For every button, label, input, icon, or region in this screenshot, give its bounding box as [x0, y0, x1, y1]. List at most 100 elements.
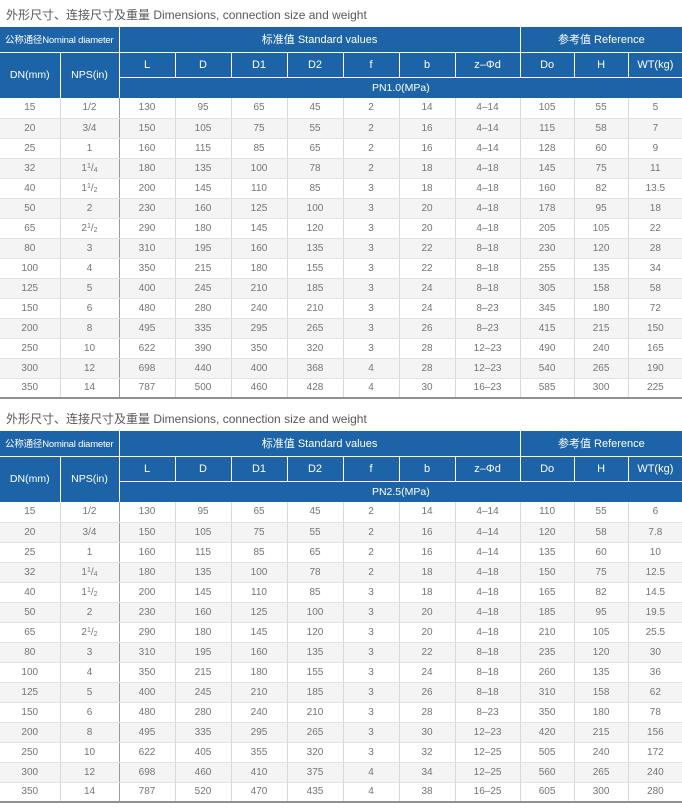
- table-cell: 4: [343, 762, 400, 783]
- table-cell: 240: [628, 762, 682, 783]
- table-cell: 120: [287, 218, 344, 239]
- table-cell: 160: [175, 198, 232, 219]
- table-cell: 698: [119, 762, 176, 783]
- table-cell: 160: [231, 642, 288, 663]
- table-cell: 230: [520, 238, 575, 259]
- table-cell: 3: [343, 622, 400, 643]
- table-header: 公称通径Nominal diameter 标准值 Standard values…: [0, 431, 682, 502]
- table-cell: 440: [175, 358, 232, 379]
- table-cell: 16: [399, 138, 456, 159]
- table-cell: 787: [119, 782, 176, 803]
- table-cell: 150: [0, 702, 61, 723]
- table-cell: 355: [231, 742, 288, 763]
- header-col-nps: NPS(in): [60, 456, 120, 502]
- table-cell: 150: [119, 118, 176, 139]
- table-cell: 160: [520, 178, 575, 199]
- header-reference-group: 参考值 Reference: [520, 431, 682, 457]
- table-cell: 4: [343, 358, 400, 379]
- table-cell: 2: [343, 138, 400, 159]
- table-cell: 8: [60, 722, 120, 743]
- table-row: 65 21/2 290 180 145 120 3 20 4–18 205 105 22: [0, 218, 682, 239]
- table-cell: 135: [574, 258, 629, 279]
- table-cell: 435: [287, 782, 344, 803]
- table-row: 200 8 495 335 295 265 3 26 8–23 415 215 150: [0, 318, 682, 339]
- dimensions-table-pn25: 公称通径Nominal diameter 标准值 Standard values…: [0, 431, 682, 803]
- table-cell: 120: [287, 622, 344, 643]
- table-cell: 28: [399, 338, 456, 359]
- table-cell: 1: [60, 138, 120, 159]
- table-cell: 115: [175, 542, 232, 563]
- table-cell: 110: [520, 502, 575, 523]
- table-cell: 3: [343, 178, 400, 199]
- table-cell: 4–14: [455, 522, 521, 543]
- header-col-d1: D1: [231, 52, 288, 78]
- table-cell: 38: [399, 782, 456, 803]
- table-cell: 4–18: [455, 198, 521, 219]
- table-cell: 95: [574, 602, 629, 623]
- table-cell: 25: [0, 542, 61, 563]
- table-body: 15 1/2 130 95 65 45 2 14 4–14 105 55 5 20 3/4 150 105 75…: [0, 98, 682, 399]
- table-cell: 300: [0, 762, 61, 783]
- table-cell: 415: [520, 318, 575, 339]
- header-col-d2: D2: [287, 456, 344, 482]
- table-cell: 145: [520, 158, 575, 179]
- table-cell: 10: [628, 542, 682, 563]
- table-cell: 180: [574, 298, 629, 319]
- table-cell: 205: [520, 218, 575, 239]
- table-cell: 160: [175, 602, 232, 623]
- table-cell: 368: [287, 358, 344, 379]
- table-cell: 280: [628, 782, 682, 803]
- table-cell: 350: [119, 662, 176, 683]
- table-cell: 95: [175, 502, 232, 523]
- table-row: 40 11/2 200 145 110 85 3 18 4–18 160 82 13.5: [0, 178, 682, 199]
- table-row: 32 11/4 180 135 100 78 2 18 4–18 150 75 12.5: [0, 562, 682, 583]
- table-cell: 200: [119, 178, 176, 199]
- table-cell: 6: [60, 702, 120, 723]
- table-cell: 240: [231, 298, 288, 319]
- table-row: 100 4 350 215 180 155 3 22 8–18 255 135 34: [0, 258, 682, 279]
- table-cell: 8–18: [455, 278, 521, 299]
- table-cell: 230: [119, 602, 176, 623]
- table-cell: 58: [574, 118, 629, 139]
- table-cell: 4–18: [455, 622, 521, 643]
- table-cell: 787: [119, 378, 176, 399]
- table-row: 25 1 160 115 85 65 2 16 4–14 128 60 9: [0, 138, 682, 159]
- table-cell: 19.5: [628, 602, 682, 623]
- table-cell: 12: [60, 762, 120, 783]
- table-cell: 85: [231, 138, 288, 159]
- table-cell: 1/2: [60, 502, 120, 523]
- table-cell: 585: [520, 378, 575, 399]
- table-cell: 300: [574, 782, 629, 803]
- table-cell: 120: [574, 238, 629, 259]
- table-cell: 11: [628, 158, 682, 179]
- table-cell: 105: [574, 622, 629, 643]
- table-cell: 622: [119, 742, 176, 763]
- table-cell: 172: [628, 742, 682, 763]
- table-cell: 4–14: [455, 542, 521, 563]
- table-cell: 105: [175, 522, 232, 543]
- table-row: 300 12 698 460 410 375 4 34 12–25 560 265 240: [0, 762, 682, 783]
- table-cell: 14: [399, 502, 456, 523]
- header-col-zphid: z–Φd: [455, 456, 521, 482]
- table-cell: 160: [119, 138, 176, 159]
- table-cell: 20: [399, 198, 456, 219]
- table-cell: 310: [520, 682, 575, 703]
- table-cell: 55: [287, 522, 344, 543]
- table-cell: 245: [175, 278, 232, 299]
- table-cell: 145: [175, 582, 232, 603]
- table-cell: 155: [287, 258, 344, 279]
- table-cell: 18: [399, 158, 456, 179]
- table-row: 300 12 698 440 400 368 4 28 12–23 540 265 190: [0, 358, 682, 379]
- table-cell: 115: [175, 138, 232, 159]
- table-cell: 150: [520, 562, 575, 583]
- table-cell: 200: [119, 582, 176, 603]
- table-cell: 16: [399, 118, 456, 139]
- table-cell: 50: [0, 198, 61, 219]
- table-cell: 40: [0, 178, 61, 199]
- table-cell: 245: [175, 682, 232, 703]
- table-cell: 180: [175, 622, 232, 643]
- table-cell: 335: [175, 722, 232, 743]
- header-col-dn: DN(mm): [0, 52, 61, 98]
- table-cell: 135: [520, 542, 575, 563]
- header-col-l: L: [119, 456, 176, 482]
